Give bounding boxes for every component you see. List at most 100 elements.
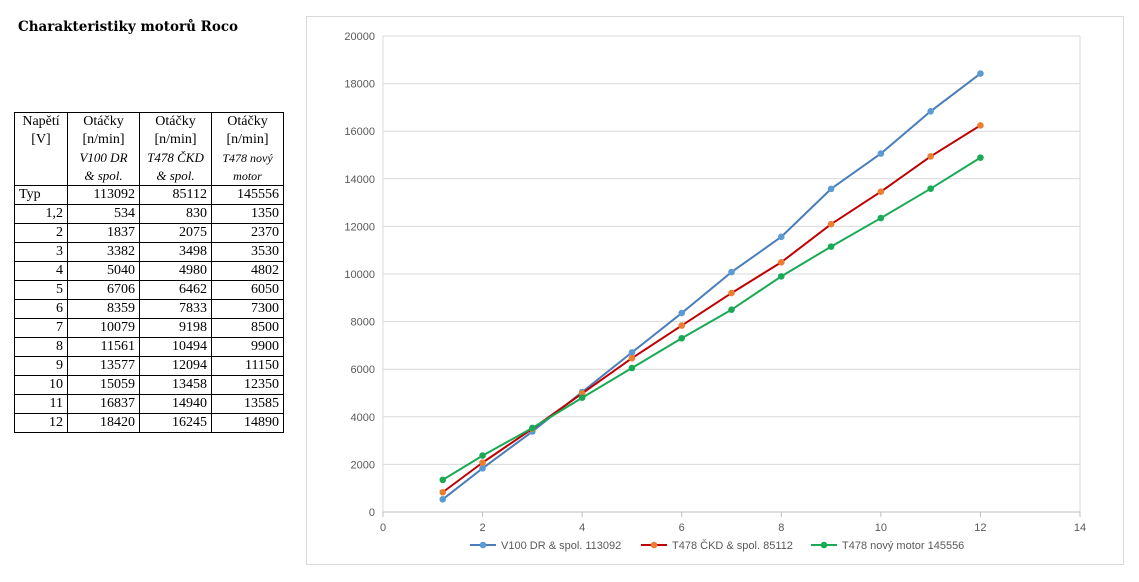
data-point [678,309,686,317]
rpm-cell: 1350 [211,204,284,224]
rpm-cell: 9198 [139,318,212,338]
x-tick-label: 6 [679,522,685,534]
legend-marker [650,541,658,549]
voltage-cell: 10 [14,375,68,395]
legend-label: T478 ČKD & spol. 85112 [672,539,793,552]
series-line [442,124,981,494]
header-cell: Otáčky [211,112,284,131]
rpm-cell: 2075 [139,223,212,243]
rpm-cell: 10079 [67,318,140,338]
data-point [479,452,486,459]
rpm-cell: 830 [139,204,212,224]
table-row: 12 18420 16245 14890 [14,413,284,433]
header-cell: [n/min] [67,131,140,149]
data-point [827,243,835,250]
header-cell: & spol. [139,167,212,186]
legend-marker [820,541,828,549]
series-line [442,156,981,481]
voltage-cell: 6 [14,299,68,319]
rpm-cell: 7300 [211,299,284,319]
voltage-cell: 5 [14,280,68,300]
rpm-cell: 4802 [211,261,284,281]
voltage-cell: 1,2 [14,204,68,224]
rpm-cell: 8359 [67,299,140,319]
x-tick-label: 0 [380,522,386,534]
y-tick-label: 2000 [351,459,375,471]
header-cell: Otáčky [139,112,212,131]
x-tick-label: 4 [579,522,585,534]
data-point [678,322,686,329]
data-point [977,154,984,161]
voltage-cell: 3 [14,242,68,262]
data-point [877,214,885,222]
data-point [877,188,885,195]
rpm-cell: 2370 [211,223,284,243]
data-point [479,459,486,466]
rpm-cell: 6462 [139,280,212,300]
rpm-cell: 6050 [211,280,284,300]
rpm-cell: 8500 [211,318,284,338]
data-table: Napětí Otáčky Otáčky Otáčky [V] [n/min] … [14,112,284,433]
voltage-cell: 4 [14,261,68,281]
table-row: 10 15059 13458 12350 [14,375,284,395]
table-row: 3 3382 3498 3530 [14,242,284,262]
legend-marker [479,541,487,549]
y-tick-label: 16000 [344,126,375,138]
voltage-cell: 7 [14,318,68,338]
y-tick-label: 12000 [344,221,375,233]
y-tick-label: 8000 [351,317,375,329]
rpm-cell: 14940 [139,394,212,414]
data-point [927,185,934,192]
data-point [827,220,835,228]
voltage-cell: 11 [14,394,68,414]
chart-frame: 0 2000 4000 6000 8000 10000 12000 14000 16000 180… [306,16,1124,565]
rpm-cell: 6706 [67,280,140,300]
data-point [977,122,984,129]
table-row: 11 16837 14940 13585 [14,394,284,414]
data-point [877,150,885,157]
x-tick-label: 12 [974,522,986,534]
data-point [529,424,536,432]
header-cell: T478 ČKD [139,149,212,167]
data-point [678,334,686,342]
rpm-cell: 5040 [67,261,140,281]
rpm-cell: 12094 [139,356,212,376]
y-tick-label: 0 [369,507,375,519]
data-point [628,364,636,372]
rpm-cell: 16245 [139,413,212,433]
header-cell: [n/min] [211,131,284,149]
table-row: 9 13577 12094 11150 [14,356,284,376]
x-tick-label: 2 [480,522,486,534]
data-point [439,476,447,484]
table-row: 7 10079 9198 8500 [14,318,284,338]
rpm-cell: 15059 [67,375,140,395]
x-tick-label: 14 [1074,522,1086,534]
table-row: 8 11561 10494 9900 [14,337,284,357]
y-tick-label: 4000 [351,412,375,424]
typ-value: 145556 [211,185,284,205]
rpm-cell: 18420 [67,413,140,433]
y-tick-label: 20000 [344,31,375,43]
rpm-cell: 11150 [211,356,284,376]
x-tick-label: 10 [875,522,887,534]
voltage-cell: 12 [14,413,68,433]
typ-value: 113092 [67,185,140,205]
rpm-cell: 13585 [211,394,284,414]
rpm-cell: 534 [67,204,140,224]
rpm-cell: 7833 [139,299,212,319]
header-cell: [V] [14,131,68,149]
rpm-cell: 12350 [211,375,284,395]
rpm-cell: 4980 [139,261,212,281]
table-row: 6 8359 7833 7300 [14,299,284,319]
header-cell [14,167,68,186]
rpm-cell: 3382 [67,242,140,262]
sheet-title: Charakteristiky motorů Roco [18,19,239,35]
rpm-cell: 3530 [211,242,284,262]
table-row: 4 5040 4980 4802 [14,261,284,281]
header-cell: Napětí [14,112,68,131]
data-point [777,233,785,241]
data-point [927,107,934,115]
rpm-cell: 13458 [139,375,212,395]
typ-value: 85112 [139,185,212,205]
header-cell: motor [211,167,284,186]
